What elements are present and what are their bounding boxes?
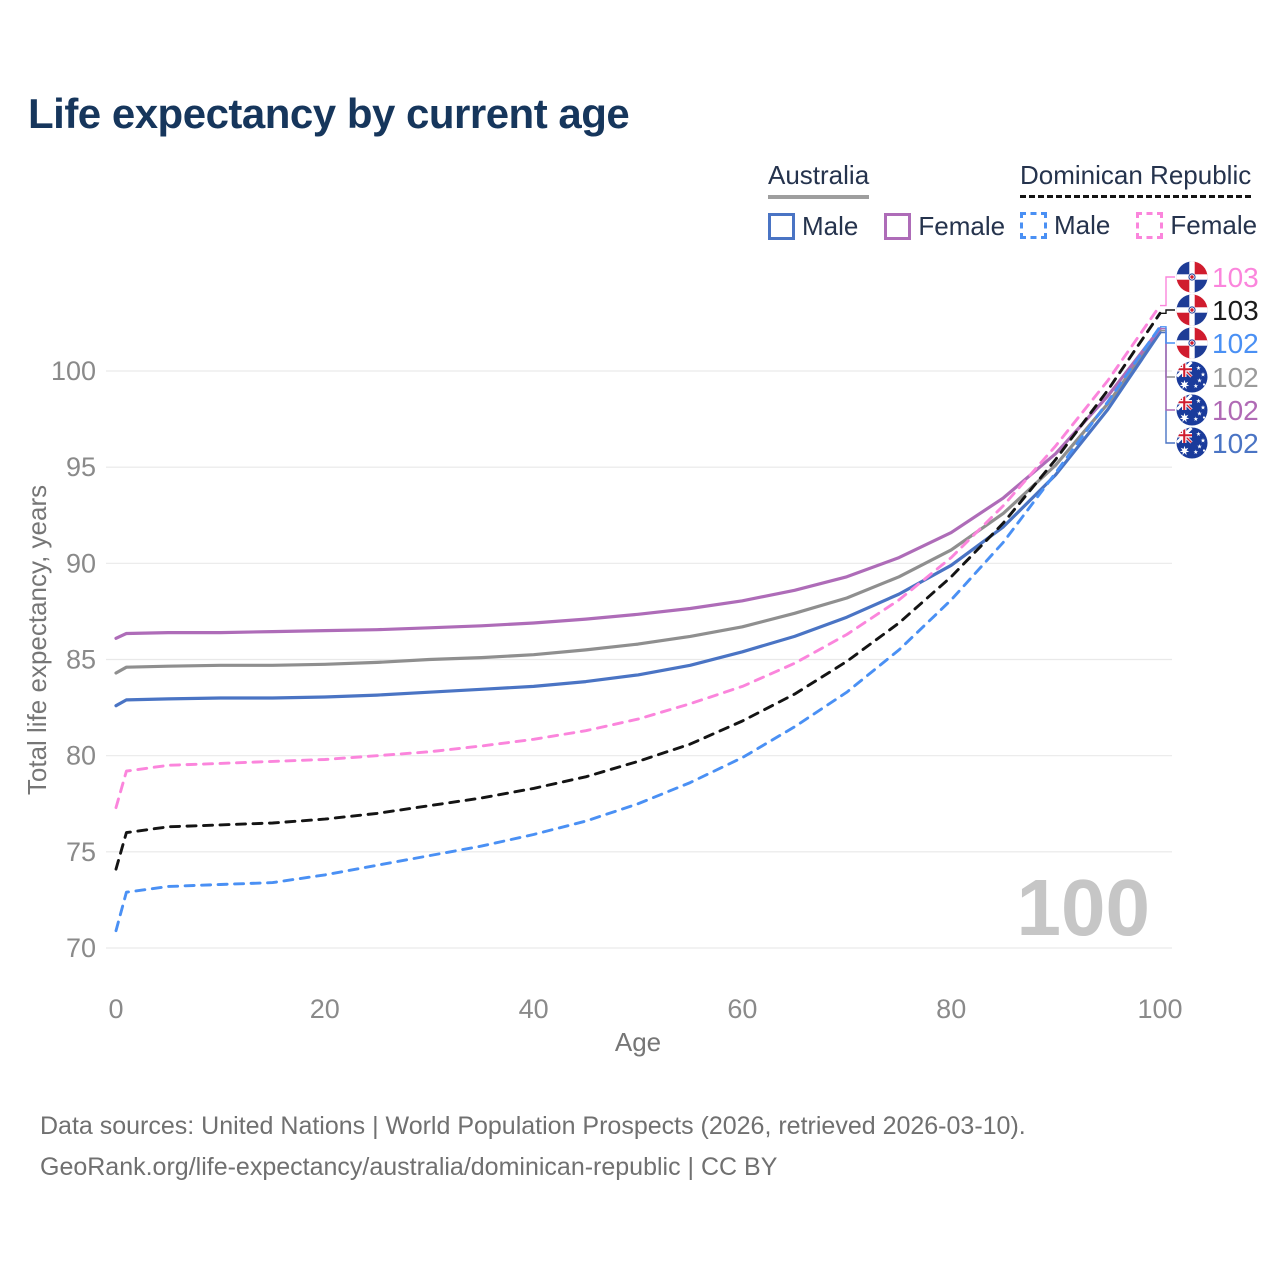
- end-value-label: 102: [1212, 362, 1259, 393]
- legend-item-label: Female: [1170, 210, 1258, 240]
- series-line-australia-female: [114, 327, 1162, 640]
- dominican-republic-female-swatch: [1136, 212, 1164, 239]
- series-line-dominican-republic-female: [114, 304, 1162, 810]
- legend-group-dominican-republic: Dominican Republic Male Female: [1020, 160, 1257, 241]
- legend-country-australia: Australia: [768, 160, 870, 199]
- end-value-label: 103: [1212, 295, 1259, 326]
- y-axis-title: Total life expectancy, years: [22, 485, 52, 795]
- australia-flag-icon: [1176, 394, 1208, 426]
- legend-group-australia: Australia Male Female: [768, 160, 1005, 242]
- x-tick-label: 60: [727, 994, 757, 1024]
- x-tick-label: 80: [936, 994, 966, 1024]
- y-tick-label: 100: [51, 356, 96, 386]
- age-watermark: 100: [1016, 863, 1150, 952]
- legend-items-dominican-republic: Male Female: [1020, 210, 1257, 241]
- australia-flag-icon: [1176, 361, 1208, 393]
- y-tick-label: 70: [66, 933, 96, 963]
- label-connector-australia-female: [1160, 328, 1175, 411]
- end-value-label: 102: [1212, 395, 1259, 426]
- footer: Data sources: United Nations | World Pop…: [40, 1106, 1026, 1188]
- footer-sources: Data sources: United Nations | World Pop…: [40, 1112, 1026, 1140]
- legend-item-dominican-republic-female[interactable]: Female: [1136, 210, 1257, 241]
- series-line-australia-male: [114, 330, 1162, 708]
- dominican-republic-flag-icon: [1176, 327, 1208, 359]
- y-tick-label: 90: [66, 548, 96, 578]
- australia-male-swatch: [768, 213, 795, 240]
- australia-flag-icon: [1176, 427, 1208, 459]
- label-connector-australia-male: [1160, 331, 1175, 444]
- x-axis-title: Age: [615, 1027, 661, 1057]
- label-connector-dominican-republic-all: [1160, 309, 1175, 314]
- legend-country-dominican-republic: Dominican Republic: [1020, 160, 1252, 198]
- legend: Australia Male Female Dominican Republic…: [0, 160, 1280, 242]
- legend-items-australia: Male Female: [768, 211, 1005, 242]
- series-line-dominican-republic-all: [114, 311, 1162, 871]
- y-tick-label: 80: [66, 741, 96, 771]
- legend-item-australia-female[interactable]: Female: [884, 211, 1005, 242]
- legend-item-label: Male: [802, 211, 859, 241]
- label-connector-dominican-republic-female: [1160, 276, 1175, 307]
- x-tick-label: 40: [519, 994, 549, 1024]
- series-line-australia-all: [114, 329, 1162, 675]
- x-tick-label: 100: [1137, 994, 1182, 1024]
- dominican-republic-male-swatch: [1020, 212, 1047, 239]
- dominican-republic-flag-icon: [1176, 294, 1208, 326]
- end-value-label: 103: [1212, 262, 1259, 293]
- label-connector-australia-all: [1160, 329, 1175, 378]
- y-tick-label: 75: [66, 837, 96, 867]
- y-tick-label: 95: [66, 452, 96, 482]
- series-line-dominican-republic-male: [114, 325, 1162, 933]
- legend-item-label: Female: [918, 211, 1006, 241]
- page-title: Life expectancy by current age: [28, 90, 630, 137]
- x-tick-label: 20: [310, 994, 340, 1024]
- end-value-label: 102: [1212, 328, 1259, 359]
- legend-item-australia-male[interactable]: Male: [768, 211, 858, 242]
- legend-item-dominican-republic-male[interactable]: Male: [1020, 210, 1110, 241]
- end-value-label: 102: [1212, 428, 1259, 459]
- dominican-republic-flag-icon: [1176, 261, 1208, 293]
- australia-female-swatch: [884, 213, 912, 240]
- x-tick-label: 0: [108, 994, 123, 1024]
- y-tick-label: 85: [66, 645, 96, 675]
- label-connector-dominican-republic-male: [1160, 326, 1175, 344]
- legend-item-label: Male: [1054, 210, 1111, 240]
- footer-attribution: GeoRank.org/life-expectancy/australia/do…: [40, 1153, 778, 1181]
